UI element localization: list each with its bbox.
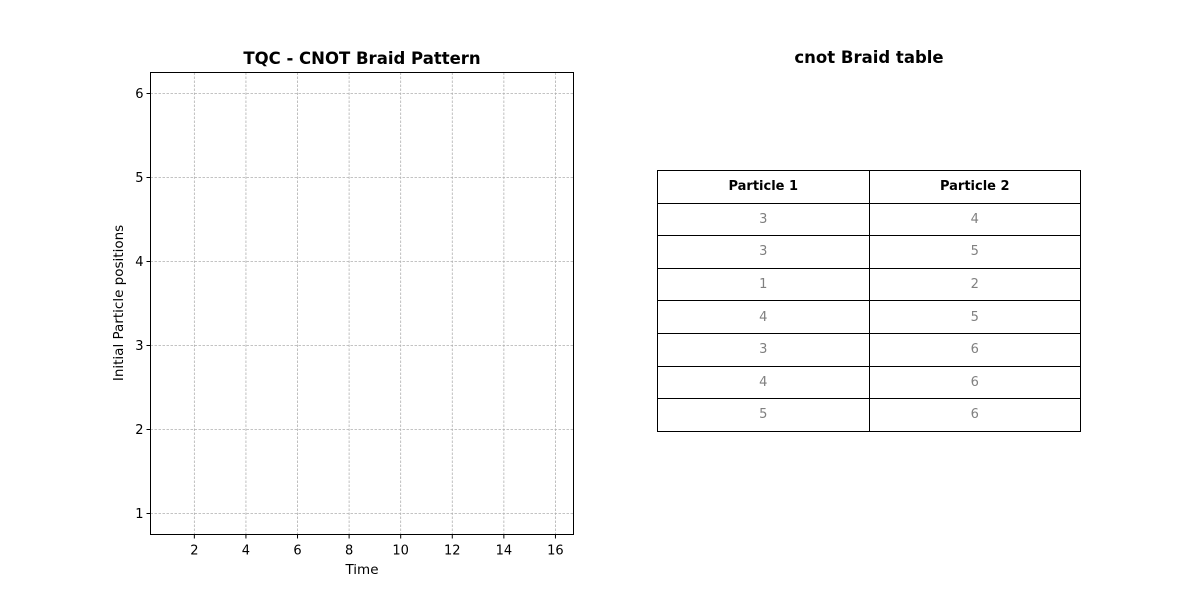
table-cell-particle-2: 6: [868, 332, 1081, 367]
column-header-particle-2: Particle 2: [868, 170, 1081, 204]
y-tick-label: 3: [135, 339, 143, 354]
table-cell-particle-2: 6: [868, 365, 1081, 400]
x-tick-label: 4: [242, 544, 250, 559]
table-row: 3 4: [657, 202, 1081, 237]
table-cell-particle-1: 3: [657, 202, 870, 237]
table-row: 5 6: [657, 398, 1081, 432]
grid-lines: [150, 72, 574, 535]
plot-frame: [150, 72, 574, 535]
table-title: cnot Braid table: [794, 48, 944, 67]
table-row: 4 5: [657, 300, 1081, 334]
y-tick-label: 5: [135, 171, 143, 186]
table-cell-particle-2: 5: [868, 300, 1081, 334]
table-row: 3 5: [657, 235, 1081, 269]
chart-title: TQC - CNOT Braid Pattern: [243, 49, 480, 68]
braid-table: Particle 1 Particle 2 3 4 3 5 1 2 4 5 3 …: [657, 170, 1081, 432]
x-axis-label: Time: [344, 562, 378, 578]
table-cell-particle-1: 3: [657, 332, 870, 367]
y-tick-label: 4: [135, 255, 143, 270]
table-cell-particle-2: 4: [868, 202, 1081, 237]
x-tick-label: 8: [345, 544, 353, 559]
table-cell-particle-1: 1: [657, 267, 870, 302]
table-row: 4 6: [657, 365, 1081, 400]
y-axis-label: Initial Particle positions: [111, 225, 127, 381]
y-tick-label: 6: [135, 87, 143, 102]
table-cell-particle-2: 2: [868, 267, 1081, 302]
table-cell-particle-2: 5: [868, 235, 1081, 269]
table-row: 3 6: [657, 332, 1081, 367]
x-tick-label: 2: [190, 544, 198, 559]
table-cell-particle-1: 4: [657, 300, 870, 334]
table-row: 1 2: [657, 267, 1081, 302]
y-tick-label: 1: [135, 507, 143, 522]
y-tick-label: 2: [135, 423, 143, 438]
table-cell-particle-1: 3: [657, 235, 870, 269]
table-cell-particle-1: 5: [657, 398, 870, 432]
x-tick-label: 10: [392, 544, 409, 559]
table-header-row: Particle 1 Particle 2: [657, 170, 1081, 204]
x-tick-label: 6: [293, 544, 301, 559]
x-tick-label: 12: [444, 544, 461, 559]
table-cell-particle-2: 6: [868, 398, 1081, 432]
column-header-particle-1: Particle 1: [657, 170, 870, 204]
x-tick-label: 14: [496, 544, 513, 559]
x-tick-label: 16: [547, 544, 564, 559]
table-cell-particle-1: 4: [657, 365, 870, 400]
